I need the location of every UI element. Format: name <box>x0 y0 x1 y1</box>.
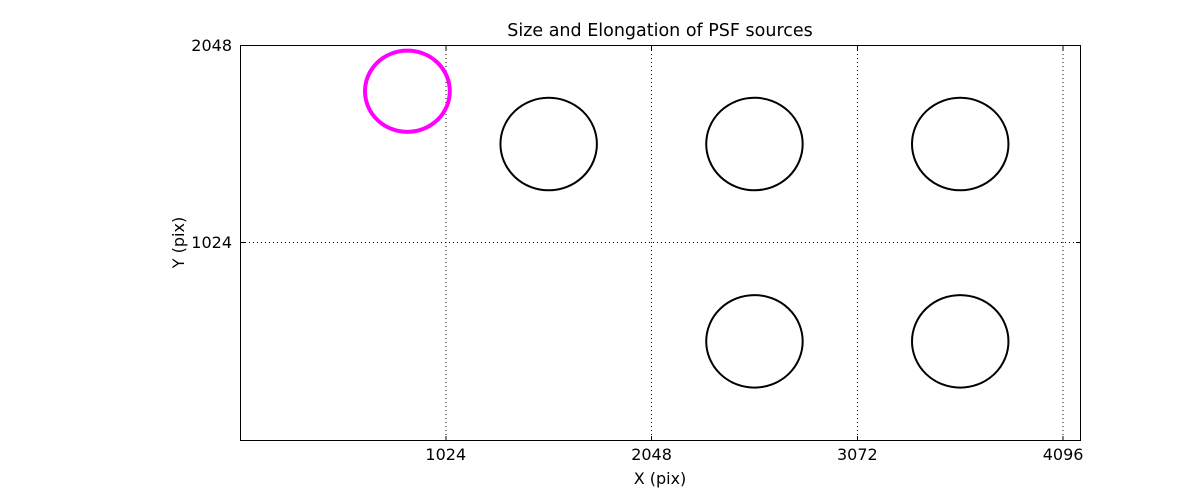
y-tick-label: 2048 <box>191 36 232 55</box>
flagged-elongated-source-marker <box>362 48 452 134</box>
tick-layer <box>241 44 1080 440</box>
axes-frame <box>240 45 1081 441</box>
x-tick-label: 4096 <box>1043 445 1084 464</box>
psf-sources-marker <box>499 96 598 192</box>
chart-title: Size and Elongation of PSF sources <box>507 21 813 41</box>
psf-sources-marker <box>911 294 1010 389</box>
marker-layer <box>362 48 1010 389</box>
x-axis-label: X (pix) <box>634 469 687 488</box>
tick-label-layer: 1024 2048 3072 4096 1024 2048 <box>191 36 1083 464</box>
x-tick-label: 3072 <box>837 445 878 464</box>
psf-sources-marker <box>911 96 1010 192</box>
grid-layer <box>241 46 1079 439</box>
psf-sources-marker <box>705 96 804 192</box>
y-tick-label: 1024 <box>191 233 232 252</box>
y-axis-label: Y (pix) <box>169 217 188 269</box>
x-tick-label: 2048 <box>631 445 672 464</box>
x-tick-label: 1024 <box>425 445 466 464</box>
psf-sources-marker <box>705 294 804 389</box>
